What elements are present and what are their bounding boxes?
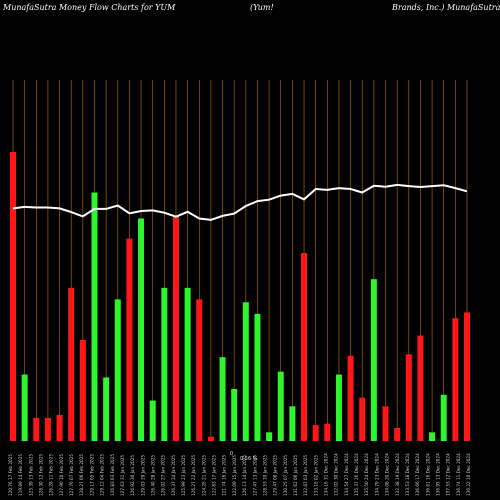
bar [452, 318, 459, 441]
bar [440, 394, 447, 441]
bar [33, 417, 40, 441]
x-tick-label: 126.13 14 Jan 2025 [242, 455, 247, 496]
bar [138, 218, 145, 441]
x-tick-label: 136.61 16 Dec 2024 [425, 453, 430, 496]
x-tick-label: 130.25 07 Jan 2025 [283, 455, 288, 496]
bar [172, 215, 179, 441]
x-tick-label: 126.02 27 Jan 2025 [161, 455, 166, 496]
x-tick-label: 128.30 12 Feb 2025 [39, 454, 44, 496]
x-tick-label: 134.54 27 Dec 2024 [344, 453, 349, 496]
bar [184, 287, 191, 441]
x-tick-label: 134.08 20 Dec 2024 [385, 453, 390, 496]
bar [196, 299, 203, 441]
x-tick-label: 135.50 24 Dec 2024 [364, 453, 369, 496]
x-tick-label: 127.63 31 Jan 2025 [120, 455, 125, 496]
x-tick-label: 122.83 17 Jan 2025 [212, 455, 217, 496]
x-tick-label: 137.53 12 Dec 2024 [446, 453, 451, 496]
x-tick-label: 128.53 10 Jan 2025 [262, 455, 267, 496]
money-flow-line [12, 183, 468, 221]
x-tick-label: 121.74 16 Jan 2025 [222, 455, 227, 496]
bar [347, 355, 354, 441]
bar [405, 354, 412, 441]
bar [382, 406, 389, 441]
x-tick-label: 120.76 17 Feb 2025 [8, 454, 13, 496]
bar [312, 425, 319, 441]
bar [219, 357, 226, 441]
x-tick-label: 126.40 28 Jan 2025 [151, 455, 156, 496]
bar [231, 388, 238, 441]
bar [91, 192, 98, 441]
bar [429, 432, 436, 441]
x-tick-label: 131.62 06 Jan 2025 [293, 455, 298, 496]
x-tick-label: 125.99 23 Jan 2025 [181, 455, 186, 496]
bar [126, 238, 133, 441]
x-tick-label: 126.37 24 Jan 2025 [171, 455, 176, 496]
bar [44, 417, 51, 441]
x-tick-label: 132.87 03 Jan 2025 [303, 455, 308, 496]
x-tick-label: 122.09 15 Jan 2025 [232, 455, 237, 496]
x-tick-label: 133.53 18 Dec 2024 [405, 453, 410, 496]
x-tick-label: 129.17 05 Feb 2025 [89, 454, 94, 496]
percent-label: 0.56 % [240, 456, 258, 462]
x-tick-label: 127.47 13 Jan 2025 [252, 455, 257, 496]
x-tick-label: 127.76 07 Feb 2025 [69, 454, 74, 496]
bar [464, 312, 470, 441]
bar [10, 152, 16, 441]
bar [289, 406, 296, 441]
bar [68, 287, 75, 441]
bar [254, 313, 261, 441]
x-tick-label: 124.26 21 Jan 2025 [201, 455, 206, 496]
zero-label: 0 [230, 451, 233, 457]
chart-title-left: MunafaSutra Money Flow Charts for YUM [3, 3, 176, 12]
x-tick-label: 133.16 02 Jan 2025 [313, 455, 318, 496]
x-tick-label: 127.96 10 Feb 2025 [59, 454, 64, 496]
bar [370, 279, 377, 441]
chart-title-right: Brands, Inc.) MunafaSutra [392, 3, 500, 12]
x-tick-label: 119.89 14 Feb 2025 [18, 454, 23, 496]
bar [161, 287, 168, 441]
bar [103, 377, 110, 441]
bar [301, 253, 308, 441]
bar-series [10, 152, 470, 441]
bar [207, 436, 214, 441]
x-tick-label: 126.92 30 Jan 2025 [130, 455, 135, 496]
x-tick-labels: 120.76 17 Feb 2025 119.89 14 Feb 2025 125.… [8, 453, 471, 496]
x-tick-label: 126.28 11 Feb 2025 [49, 454, 54, 496]
bar [242, 302, 249, 441]
bar [79, 339, 86, 441]
x-tick-label: 132.02 30 Dec 2024 [334, 453, 339, 496]
x-tick-label: 136.22 10 Dec 2024 [466, 453, 471, 496]
x-tick-label: 134.79 23 Dec 2024 [374, 453, 379, 496]
bar [149, 400, 156, 441]
x-tick-label: 125.39 13 Feb 2025 [28, 454, 33, 496]
bar [417, 335, 424, 441]
bar [266, 432, 273, 441]
x-tick-label: 135.37 26 Dec 2024 [354, 453, 359, 496]
x-tick-label: 126.83 03 Feb 2025 [110, 454, 115, 496]
x-tick-label: 136.74 11 Dec 2024 [456, 453, 461, 496]
x-tick-label: 132.38 19 Dec 2024 [395, 453, 400, 496]
bar [335, 374, 342, 441]
bar [114, 299, 121, 441]
chart-title-middle: (Yum! [250, 3, 274, 12]
bar [21, 374, 28, 441]
bar [56, 414, 63, 441]
x-tick-label: 129.12 04 Feb 2025 [100, 454, 105, 496]
x-tick-label: 136.95 13 Dec 2024 [436, 453, 441, 496]
x-tick-label: 129.47 08 Jan 2025 [273, 455, 278, 496]
x-tick-label: 129.03 29 Jan 2025 [140, 455, 145, 496]
x-tick-label: 134.16 31 Dec 2024 [324, 453, 329, 496]
bar [277, 371, 284, 441]
bar [324, 423, 331, 441]
x-tick-label: 126.27 22 Jan 2025 [191, 455, 196, 496]
x-tick-label: 136.66 17 Dec 2024 [415, 453, 420, 496]
bar [359, 397, 366, 441]
bar [394, 427, 401, 441]
x-tick-label: 128.27 06 Feb 2025 [79, 454, 84, 496]
